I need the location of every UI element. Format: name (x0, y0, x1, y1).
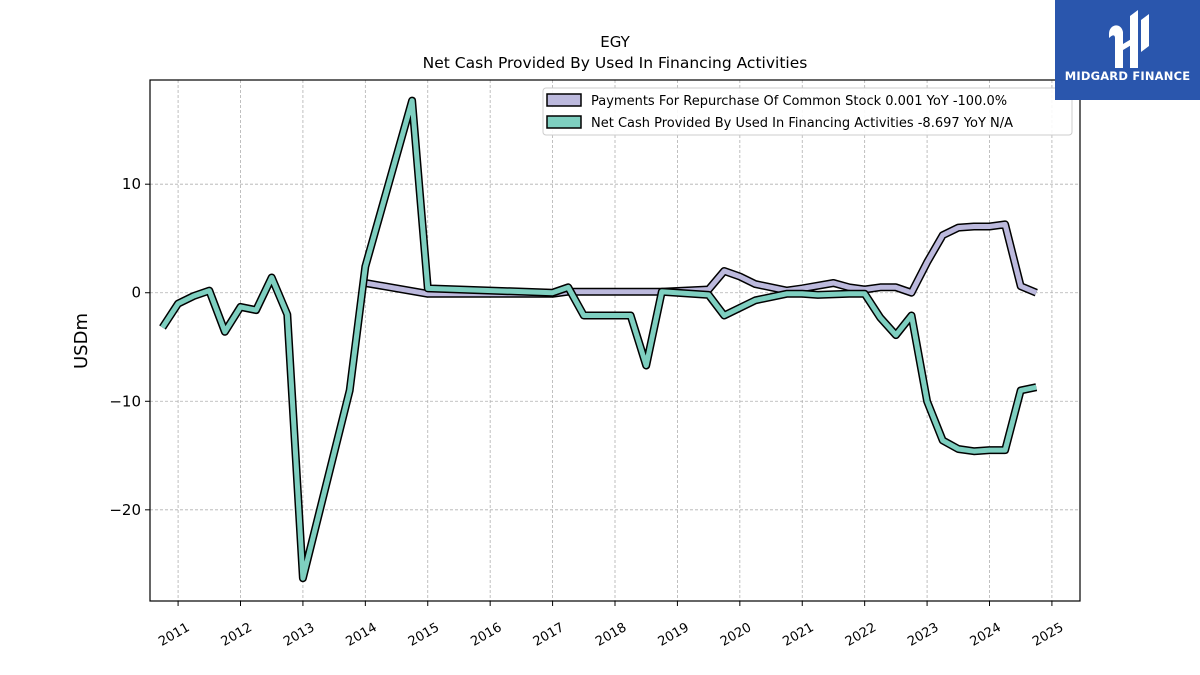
x-tick-label: 2018 (593, 620, 629, 650)
y-tick-label: 10 (122, 175, 141, 193)
y-axis: 10 0 −10 −20 (109, 175, 150, 519)
x-tick-label: 2016 (468, 620, 504, 650)
legend-label-financing: Net Cash Provided By Used In Financing A… (591, 116, 1013, 131)
legend-swatch-financing (546, 115, 582, 129)
series-outline-1 (159, 96, 1038, 583)
x-tick-label: 2012 (219, 620, 255, 650)
x-tick-label: 2015 (406, 620, 442, 650)
series-layer (159, 96, 1038, 583)
legend-label-repurchase: Payments For Repurchase Of Common Stock … (591, 94, 1007, 109)
brand-name: MIDGARD FINANCE (1064, 69, 1191, 83)
chart-subtitle: Net Cash Provided By Used In Financing A… (423, 54, 808, 72)
x-tick-label: 2022 (843, 620, 879, 650)
x-axis: 2011 2012 2013 2014 2015 2016 2017 2018 2019 2020… (156, 601, 1066, 650)
y-tick-label: −20 (109, 501, 141, 519)
chart-title: EGY (600, 33, 630, 51)
series-outline-0 (364, 220, 1038, 298)
x-tick-label: 2024 (968, 620, 1004, 650)
x-tick-label: 2023 (905, 620, 941, 650)
x-tick-label: 2011 (156, 620, 192, 650)
legend: Payments For Repurchase Of Common Stock … (542, 87, 1073, 136)
legend-swatch-repurchase (546, 93, 582, 107)
y-tick-label: 0 (131, 284, 141, 302)
y-axis-label: USDm (71, 313, 92, 369)
x-tick-label: 2017 (531, 620, 567, 650)
x-tick-label: 2014 (344, 620, 380, 650)
x-tick-label: 2013 (281, 620, 317, 650)
series-line-1 (160, 98, 1037, 581)
grid (150, 80, 1080, 601)
x-tick-label: 2020 (718, 620, 754, 650)
legend-box (542, 87, 1073, 136)
brand-logo: MIDGARD FINANCE (1055, 0, 1200, 100)
y-tick-label: −10 (109, 392, 141, 410)
series-line-0 (364, 221, 1038, 297)
x-tick-label: 2021 (780, 620, 816, 650)
x-tick-label: 2025 (1030, 620, 1066, 650)
midgard-logo-icon (1109, 10, 1149, 68)
x-tick-label: 2019 (656, 620, 692, 650)
